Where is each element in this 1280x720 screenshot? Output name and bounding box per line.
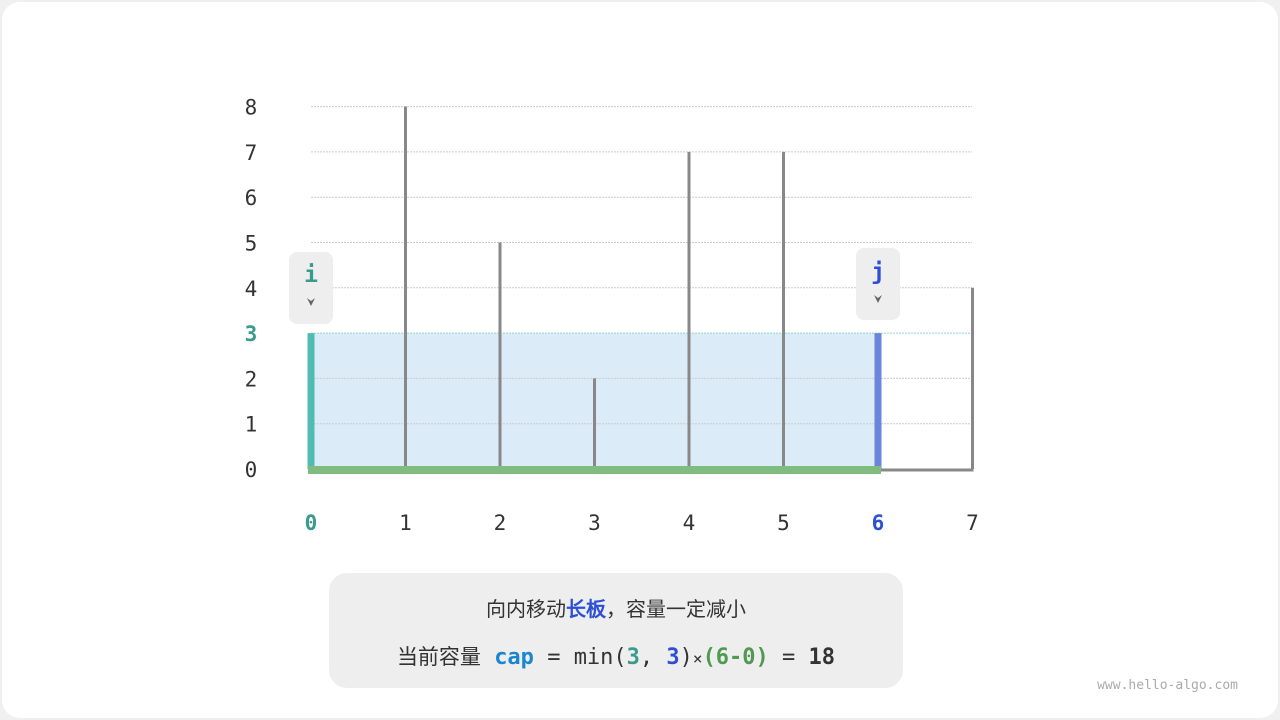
formula-times: ×: [692, 649, 703, 668]
x-tick-label: 1: [399, 511, 412, 535]
y-tick-label: 4: [245, 277, 258, 301]
caption-line-2: 当前容量 cap = min(3, 3)×(6-0) = 18: [329, 641, 903, 671]
formula-width: (6-0): [702, 645, 769, 670]
pointer-j-label: j: [871, 259, 885, 285]
caption-highlight: 长板: [566, 597, 606, 621]
formula-a: 3: [626, 645, 640, 670]
formula-close: ): [679, 645, 693, 670]
caption-text: ，容量一定减小: [606, 597, 746, 621]
container-chart: 0 1 2 3 4 5 6 7 8 0 1 2 3 4 5 6 7 i j: [245, 96, 979, 535]
formula-comma: ,: [639, 645, 654, 670]
pointer-i-label: i: [304, 262, 318, 288]
formula-var: cap: [494, 645, 534, 670]
y-tick-label: 1: [245, 413, 258, 437]
formula-label: 当前容量: [396, 645, 481, 669]
formula-b: 3: [666, 645, 680, 670]
caption-line-1: 向内移动长板，容量一定减小: [329, 593, 903, 622]
x-tick-label: 6: [872, 511, 885, 535]
x-tick-label: 5: [777, 511, 790, 535]
y-tick-label: 2: [245, 367, 258, 391]
y-tick-label: 5: [245, 232, 258, 256]
formula-fn: min(: [573, 645, 627, 670]
caption-text: 向内移动: [486, 597, 566, 621]
y-tick-label: 8: [245, 96, 258, 120]
y-tick-label: 7: [245, 141, 258, 165]
x-tick-label: 2: [494, 511, 507, 535]
y-tick-label: 6: [245, 186, 258, 210]
x-tick-label: 4: [683, 511, 696, 535]
y-tick-label: 0: [245, 458, 258, 482]
pointer-i-box: [289, 252, 333, 324]
y-tick-label: 3: [245, 322, 258, 346]
arrow-down-icon: [874, 295, 882, 303]
caption-panel: 向内移动长板，容量一定减小 当前容量 cap = min(3, 3)×(6-0)…: [329, 573, 903, 688]
x-tick-label: 0: [305, 511, 318, 535]
watermark: www.hello-algo.com: [1097, 678, 1238, 693]
pointer-j-box: [856, 248, 900, 320]
x-tick-label: 3: [588, 511, 601, 535]
formula-eq: =: [547, 645, 561, 670]
x-tick-label: 7: [966, 511, 979, 535]
formula-eq: =: [782, 645, 796, 670]
arrow-down-icon: [307, 298, 315, 306]
formula-result: 18: [808, 645, 836, 670]
